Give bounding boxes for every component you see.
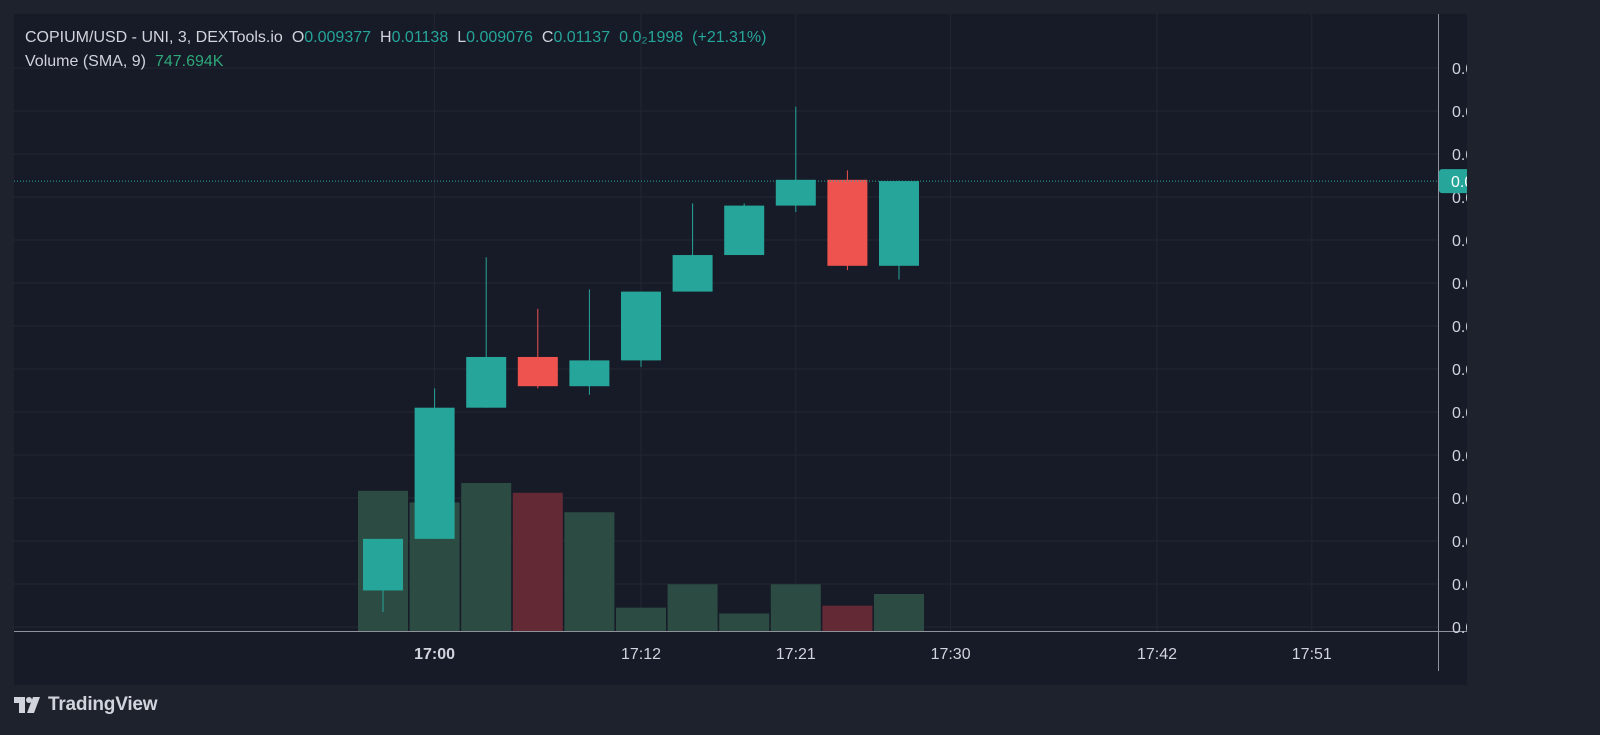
candle-body [363,538,403,591]
volume-bar [512,492,563,631]
volume-indicator-value: 747.694K [154,53,224,70]
chart-legend: COPIUM/USD - UNI, 3, DEXTools.io O 0.0093… [25,26,766,74]
volume-bar [461,483,512,631]
tradingview-logo-icon [14,697,40,713]
y-tick-label: 0.008000 [1452,319,1467,336]
y-tick-label: 0.005000 [1452,448,1467,465]
volume-bar [874,594,924,631]
volume-bar [719,613,770,631]
open-value: 0.009377 [304,29,372,46]
change-percent: (+21.31%) [692,29,767,46]
y-tick-label: 0.01200 [1452,147,1467,164]
x-tick-label: 17:12 [621,646,661,663]
high-value: 0.01138 [391,29,449,46]
axes: 0.014000.013000.012000.011000.010000.009… [14,14,1528,671]
candle-body [724,205,765,256]
x-tick-label: 17:21 [776,646,816,663]
tradingview-logo[interactable]: TradingView [14,690,158,720]
y-tick-label: 0.007000 [1452,362,1467,379]
y-tick-label: 0.01400 [1452,61,1467,78]
y-tick-label: 0.003000 [1452,534,1467,551]
candle-body [466,356,507,408]
x-tick-label: 17:51 [1292,646,1332,663]
last-price-tag-label: 0.01137 [1451,174,1467,191]
volume-indicator-label[interactable]: Volume (SMA, 9) [25,53,146,70]
candle-body [621,291,661,361]
ohlc-row: COPIUM/USD - UNI, 3, DEXTools.io O 0.0093… [25,26,766,50]
open-label: O [291,29,305,46]
low-value: 0.009076 [466,29,533,46]
volume-bar [770,584,821,631]
x-tick-label: 17:42 [1137,646,1177,663]
candle-body [414,407,455,539]
x-tick-label: 17:30 [931,646,971,663]
volume-bar [822,605,873,631]
price-chart[interactable]: 0.014000.013000.012000.011000.010000.009… [14,14,1528,685]
candle-body [827,179,868,266]
grid [14,14,1438,631]
tradingview-brand-text: TradingView [48,694,158,715]
candle-body [517,356,558,387]
change-value: 0.0₂1998 [619,29,684,46]
candles [363,106,919,612]
candle-body [672,255,713,292]
y-tick-label: 0.009000 [1452,276,1467,293]
low-label: L [457,29,467,46]
volume-bar [564,512,615,631]
volume-bar [667,584,718,631]
candle-body [569,360,610,387]
y-tick-label: 0.004000 [1452,491,1467,508]
close-value: 0.01137 [553,29,611,46]
candle-body [775,179,816,206]
candle-body [879,181,919,266]
y-tick-label: 0.01000 [1452,233,1467,250]
y-tick-label: 0.01300 [1452,104,1467,121]
close-label: C [541,29,554,46]
x-tick-label: 17:00 [414,646,455,663]
y-tick-label: 0.002000 [1452,577,1467,594]
y-tick-label: 0.006000 [1452,405,1467,422]
volume-bar [616,607,666,631]
chart-area[interactable]: 0.014000.013000.012000.011000.010000.009… [14,14,1528,685]
y-tick-label: 0.0010000 [1452,620,1467,637]
symbol-label[interactable]: COPIUM/USD - UNI, 3, DEXTools.io [25,29,283,46]
high-label: H [380,29,392,46]
volume-row: Volume (SMA, 9) 747.694K [25,50,766,74]
